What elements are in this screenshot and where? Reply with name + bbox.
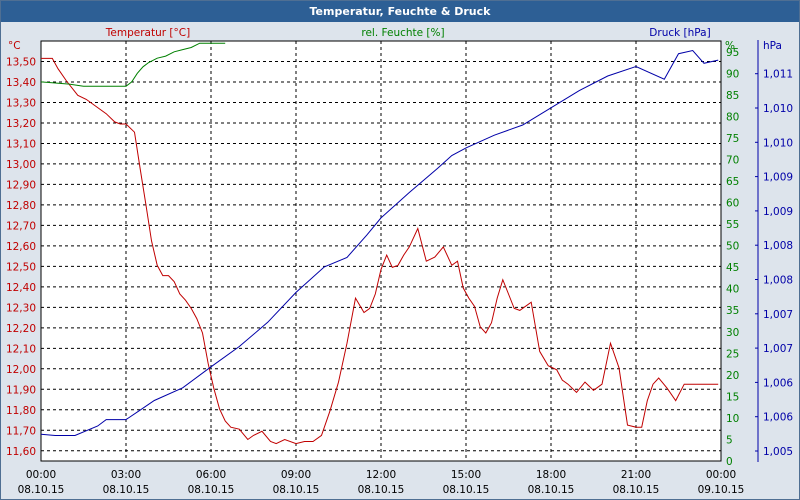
x-tick-time-label: 06:00 — [196, 469, 226, 481]
humidity-tick-label: 75 — [726, 133, 739, 145]
temperature-tick-label: 12,30 — [6, 302, 36, 314]
humidity-tick-label: 95 — [726, 47, 739, 59]
temperature-tick-label: 11,90 — [6, 384, 36, 396]
humidity-tick-label: 50 — [726, 241, 739, 253]
humidity-tick-label: 70 — [726, 154, 739, 166]
x-tick-date-label: 08.10.15 — [613, 484, 660, 496]
temperature-unit-label: °C — [8, 40, 21, 52]
temperature-tick-label: 11,60 — [6, 446, 36, 458]
temperature-tick-label: 13,10 — [6, 138, 36, 150]
humidity-tick-label: 20 — [726, 370, 739, 382]
temperature-tick-label: 12,90 — [6, 179, 36, 191]
temperature-axis-label: Temperatur [°C] — [105, 27, 190, 39]
humidity-unit-label: % — [725, 40, 735, 52]
x-tick-time-label: 12:00 — [366, 469, 396, 481]
temperature-tick-label: 12,40 — [6, 282, 36, 294]
humidity-tick-label: 35 — [726, 305, 739, 317]
pressure-tick-label: 1,010 — [763, 103, 793, 115]
temperature-tick-label: 13,30 — [6, 97, 36, 109]
humidity-tick-label: 5 — [726, 434, 733, 446]
humidity-tick-label: 60 — [726, 198, 739, 210]
temperature-tick-label: 12,50 — [6, 261, 36, 273]
temperature-tick-label: 12,10 — [6, 343, 36, 355]
x-tick-time-label: 00:00 — [26, 469, 56, 481]
humidity-tick-label: 65 — [726, 176, 739, 188]
x-tick-time-label: 03:00 — [111, 469, 141, 481]
temperature-tick-label: 12,20 — [6, 323, 36, 335]
temperature-tick-label: 13,00 — [6, 159, 36, 171]
temperature-tick-label: 12,70 — [6, 220, 36, 232]
pressure-axis-label: Druck [hPa] — [649, 27, 710, 39]
pressure-tick-label: 1,009 — [763, 172, 793, 184]
humidity-tick-label: 85 — [726, 90, 739, 102]
temperature-tick-label: 12,00 — [6, 364, 36, 376]
window-title: Temperatur, Feuchte & Druck — [1, 1, 799, 22]
x-tick-date-label: 08.10.15 — [18, 484, 65, 496]
temperature-series-line — [41, 57, 719, 445]
temperature-tick-label: 11,70 — [6, 425, 36, 437]
x-tick-time-label: 09:00 — [281, 469, 311, 481]
temperature-tick-label: 13,50 — [6, 56, 36, 68]
humidity-tick-label: 30 — [726, 327, 739, 339]
humidity-tick-label: 55 — [726, 219, 739, 231]
humidity-tick-label: 90 — [726, 68, 739, 80]
humidity-tick-label: 25 — [726, 348, 739, 360]
pressure-tick-label: 1,007 — [763, 309, 793, 321]
humidity-series-line — [40, 42, 226, 87]
pressure-tick-label: 1,005 — [763, 446, 793, 458]
pressure-tick-label: 1,006 — [763, 377, 793, 389]
humidity-tick-label: 10 — [726, 413, 739, 425]
pressure-series-line — [40, 49, 719, 436]
temperature-tick-label: 12,80 — [6, 200, 36, 212]
temperature-tick-label: 13,20 — [6, 118, 36, 130]
pressure-tick-label: 1,007 — [763, 343, 793, 355]
pressure-unit-label: hPa — [763, 40, 782, 52]
x-tick-time-label: 00:00 — [706, 469, 736, 481]
x-tick-time-label: 15:00 — [451, 469, 481, 481]
x-tick-time-label: 18:00 — [536, 469, 566, 481]
humidity-tick-label: 45 — [726, 262, 739, 274]
grid-lines — [41, 41, 721, 461]
temperature-tick-label: 12,60 — [6, 241, 36, 253]
humidity-tick-label: 80 — [726, 111, 739, 123]
x-tick-date-label: 09.10.15 — [698, 484, 745, 496]
temperature-tick-label: 11,80 — [6, 405, 36, 417]
pressure-tick-label: 1,006 — [763, 412, 793, 424]
x-tick-date-label: 08.10.15 — [188, 484, 235, 496]
x-tick-time-label: 21:00 — [621, 469, 651, 481]
humidity-tick-label: 40 — [726, 284, 739, 296]
pressure-tick-label: 1,008 — [763, 240, 793, 252]
axis-layer: 11,60 11,70 11,80 11,90 12,00 12,10 12,20 12,30… — [6, 40, 793, 496]
pressure-tick-label: 1,008 — [763, 275, 793, 287]
x-tick-date-label: 08.10.15 — [103, 484, 150, 496]
humidity-tick-label: 15 — [726, 391, 739, 403]
x-tick-date-label: 08.10.15 — [358, 484, 405, 496]
x-tick-date-label: 08.10.15 — [273, 484, 320, 496]
pressure-tick-label: 1,011 — [763, 69, 793, 81]
x-tick-date-label: 08.10.15 — [528, 484, 575, 496]
humidity-tick-label: 0 — [726, 456, 733, 468]
temperature-tick-label: 13,40 — [6, 77, 36, 89]
pressure-tick-label: 1,009 — [763, 206, 793, 218]
x-tick-date-label: 08.10.15 — [443, 484, 490, 496]
pressure-tick-label: 1,010 — [763, 137, 793, 149]
humidity-axis-label: rel. Feuchte [%] — [361, 27, 444, 39]
series-layer — [40, 42, 719, 445]
